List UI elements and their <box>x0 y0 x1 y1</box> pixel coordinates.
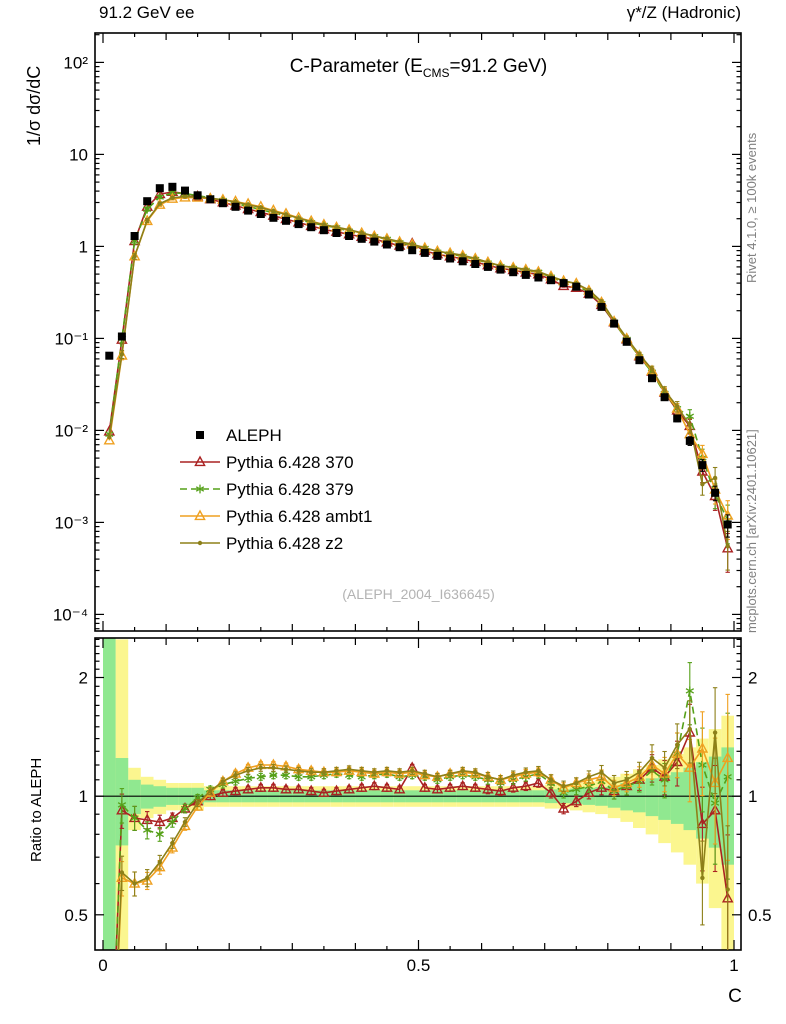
plot-title: C-Parameter (ECMS=91.2 GeV) <box>103 56 734 80</box>
mcplots-credit-note: mcplots.cern.ch [arXiv:2401.10621] <box>744 429 759 633</box>
y-tick-label: 10⁻³ <box>54 513 88 532</box>
legend-label: Pythia 6.428 370 <box>226 453 354 472</box>
y-tick-label: 10 <box>69 145 88 164</box>
ratio-tick-label-left: 2 <box>79 669 88 688</box>
series-data-aleph <box>105 182 732 538</box>
axes-and-ticks <box>94 32 742 951</box>
ratio-tick-label-right: 0.5 <box>748 906 772 925</box>
series-ratio-370 <box>115 703 734 950</box>
y-tick-label: 1 <box>79 237 88 256</box>
analysis-id-watermark: (ALEPH_2004_I636645) <box>342 586 495 602</box>
legend: ALEPH Pythia 6.428 370 Pythia 6.428 379 Pyt… <box>180 426 372 553</box>
y-tick-label: 10² <box>63 53 88 72</box>
y-tick-label: 10⁻⁴ <box>53 605 88 624</box>
series-ratio-z2 <box>117 687 730 950</box>
process-label: γ*/Z (Hadronic) <box>626 3 741 22</box>
legend-label: Pythia 6.428 ambt1 <box>226 507 372 526</box>
beam-energy-label: 91.2 GeV ee <box>99 3 195 22</box>
tick-labels: 10² 10 1 10⁻¹ 10⁻² 10⁻³ 10⁻⁴ 2 2 1 1 0.5 0.5 0 0.5 1 <box>53 53 772 975</box>
ratio-tick-label-left: 0.5 <box>64 906 88 925</box>
plot-title-post: =91.2 GeV) <box>449 56 548 77</box>
y-tick-label: 10⁻¹ <box>54 329 88 348</box>
ratio-tick-label-left: 1 <box>79 787 88 806</box>
y-axis-label-main: 1/σ dσ/dC <box>24 65 44 146</box>
x-tick-label: 0 <box>98 956 107 975</box>
legend-label: Pythia 6.428 z2 <box>226 534 343 553</box>
legend-label: Pythia 6.428 379 <box>226 480 354 499</box>
x-tick-label: 1 <box>729 956 738 975</box>
x-tick-label: 0.5 <box>407 956 431 975</box>
plot-title-sub: CMS <box>422 65 450 80</box>
y-axis-label-ratio: Ratio to ALEPH <box>28 757 45 862</box>
legend-label: ALEPH <box>226 426 282 445</box>
x-axis-label: C <box>728 986 742 1007</box>
series-top-ambt1 <box>103 191 734 541</box>
series-top-z2 <box>107 194 730 571</box>
ratio-tick-label-right: 2 <box>748 669 757 688</box>
y-tick-label: 10⁻² <box>54 421 88 440</box>
rivet-version-note: Rivet 4.1.0, ≥ 100k events <box>744 132 759 283</box>
ratio-tick-label-right: 1 <box>748 787 757 806</box>
plot-title-pre: C-Parameter (E <box>289 56 423 77</box>
